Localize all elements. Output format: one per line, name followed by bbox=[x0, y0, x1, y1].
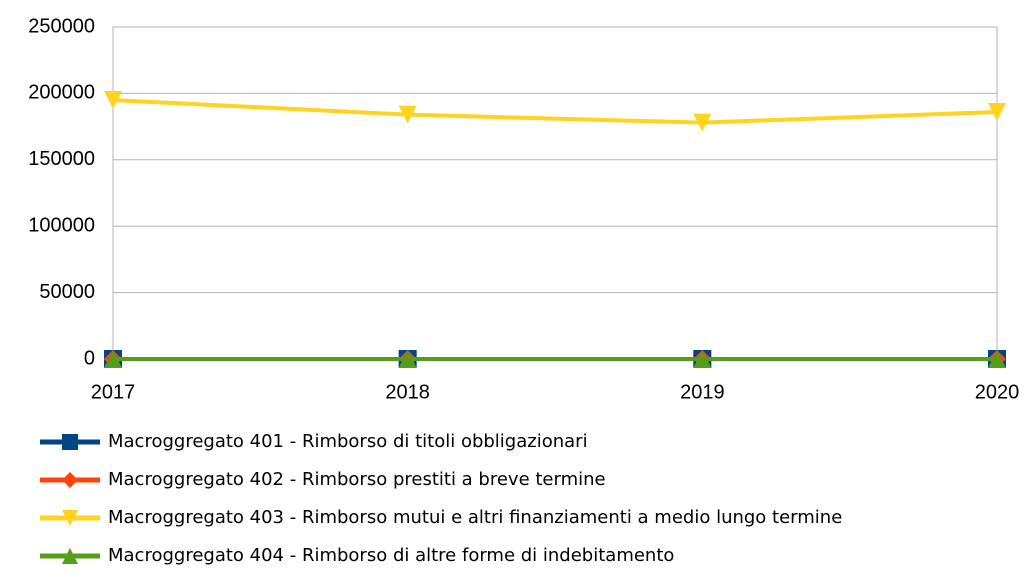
x-tick-label: 2017 bbox=[91, 381, 136, 403]
marker bbox=[398, 105, 417, 124]
y-tick-label: 50000 bbox=[39, 281, 95, 303]
legend-label: Macroggregato 404 - Rimborso di altre fo… bbox=[108, 545, 674, 566]
legend-label: Macroggregato 401 - Rimborso di titoli o… bbox=[108, 431, 588, 452]
marker bbox=[398, 350, 417, 368]
marker bbox=[988, 350, 1006, 368]
x-tick-label: 2018 bbox=[385, 381, 430, 403]
marker bbox=[693, 113, 712, 132]
legend-label: Macroggregato 403 - Rimborso mutui e alt… bbox=[108, 507, 842, 528]
x-tick-label: 2019 bbox=[680, 381, 725, 403]
y-tick-label: 100000 bbox=[28, 214, 95, 236]
marker bbox=[62, 472, 78, 488]
marker bbox=[62, 510, 78, 526]
marker bbox=[62, 548, 78, 564]
y-tick-label: 150000 bbox=[28, 148, 95, 170]
marker bbox=[104, 91, 122, 110]
legend-label: Macroggregato 402 - Rimborso prestiti a … bbox=[108, 469, 606, 490]
marker bbox=[104, 350, 122, 368]
y-tick-label: 0 bbox=[84, 347, 95, 369]
x-tick-label: 2020 bbox=[975, 381, 1020, 403]
marker bbox=[62, 434, 78, 450]
marker bbox=[693, 350, 712, 368]
y-tick-label: 250000 bbox=[28, 15, 95, 37]
marker bbox=[988, 102, 1006, 121]
series-line bbox=[112, 98, 998, 125]
y-tick-label: 200000 bbox=[28, 82, 95, 104]
